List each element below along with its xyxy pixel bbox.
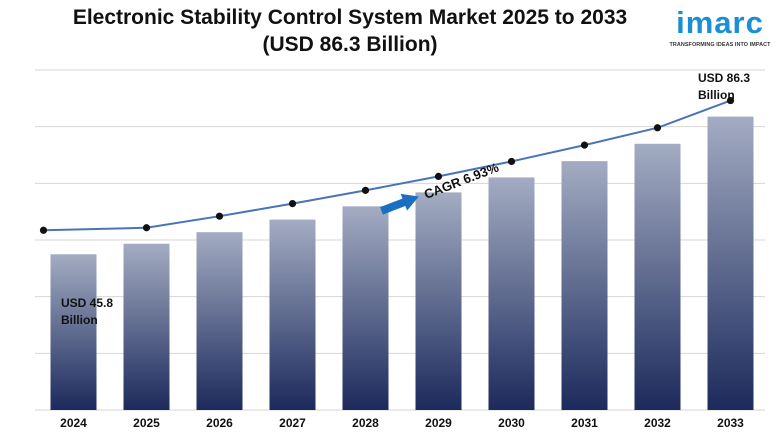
title-line-1: Electronic Stability Control System Mark… xyxy=(72,6,628,29)
bar-2029 xyxy=(415,192,462,410)
trend-point-2032 xyxy=(653,124,662,132)
bar-2031 xyxy=(561,161,608,410)
bars xyxy=(50,116,754,410)
chart-title: Electronic Stability Control System Mark… xyxy=(0,4,700,58)
x-tick-label: 2029 xyxy=(425,416,452,430)
x-tick-label: 2031 xyxy=(571,416,598,430)
imarc-logo: imarc TRANSFORMING IDEAS INTO IMPACT xyxy=(664,6,776,54)
end-value-unit: Billion xyxy=(698,88,735,102)
bar-2024 xyxy=(50,254,97,410)
bar-2027 xyxy=(269,219,316,410)
trend-point-2024 xyxy=(39,226,48,234)
trend-point-2033 xyxy=(726,96,735,105)
trend-point-2025 xyxy=(142,224,151,232)
x-tick-label: 2032 xyxy=(644,416,671,430)
bar-2032 xyxy=(634,143,681,410)
cagr-arrow-head xyxy=(400,193,419,211)
trend-polyline xyxy=(43,99,731,232)
x-tick-label: 2028 xyxy=(352,416,379,430)
x-tick-label: 2024 xyxy=(60,416,87,430)
bar-2026 xyxy=(196,232,243,410)
trend-point-2026 xyxy=(215,212,224,220)
logo-wordmark: imarc xyxy=(676,5,764,40)
trend-line xyxy=(39,96,735,234)
trend-point-2031 xyxy=(580,141,589,149)
logo-tagline: TRANSFORMING IDEAS INTO IMPACT xyxy=(669,42,771,48)
bar-2028 xyxy=(342,206,389,410)
start-value-unit: Billion xyxy=(61,313,98,327)
bar-2030 xyxy=(488,177,535,410)
cagr-arrow-shaft xyxy=(380,197,408,215)
trend-point-2027 xyxy=(288,200,297,208)
trend-point-2029 xyxy=(434,172,443,180)
x-tick-label: 2033 xyxy=(717,416,744,430)
bar-2033 xyxy=(707,116,754,410)
end-value-label: USD 86.3 xyxy=(698,71,750,85)
trend-point-2030 xyxy=(507,157,516,166)
title-line-2: (USD 86.3 Billion) xyxy=(262,33,438,56)
x-tick-label: 2030 xyxy=(498,416,525,430)
x-tick-label: 2027 xyxy=(279,416,306,430)
start-value-label: USD 45.8 xyxy=(61,296,113,310)
trend-point-2028 xyxy=(361,186,370,194)
x-tick-label: 2026 xyxy=(206,416,233,430)
x-tick-label: 2025 xyxy=(133,416,160,430)
bar-2025 xyxy=(123,243,170,410)
